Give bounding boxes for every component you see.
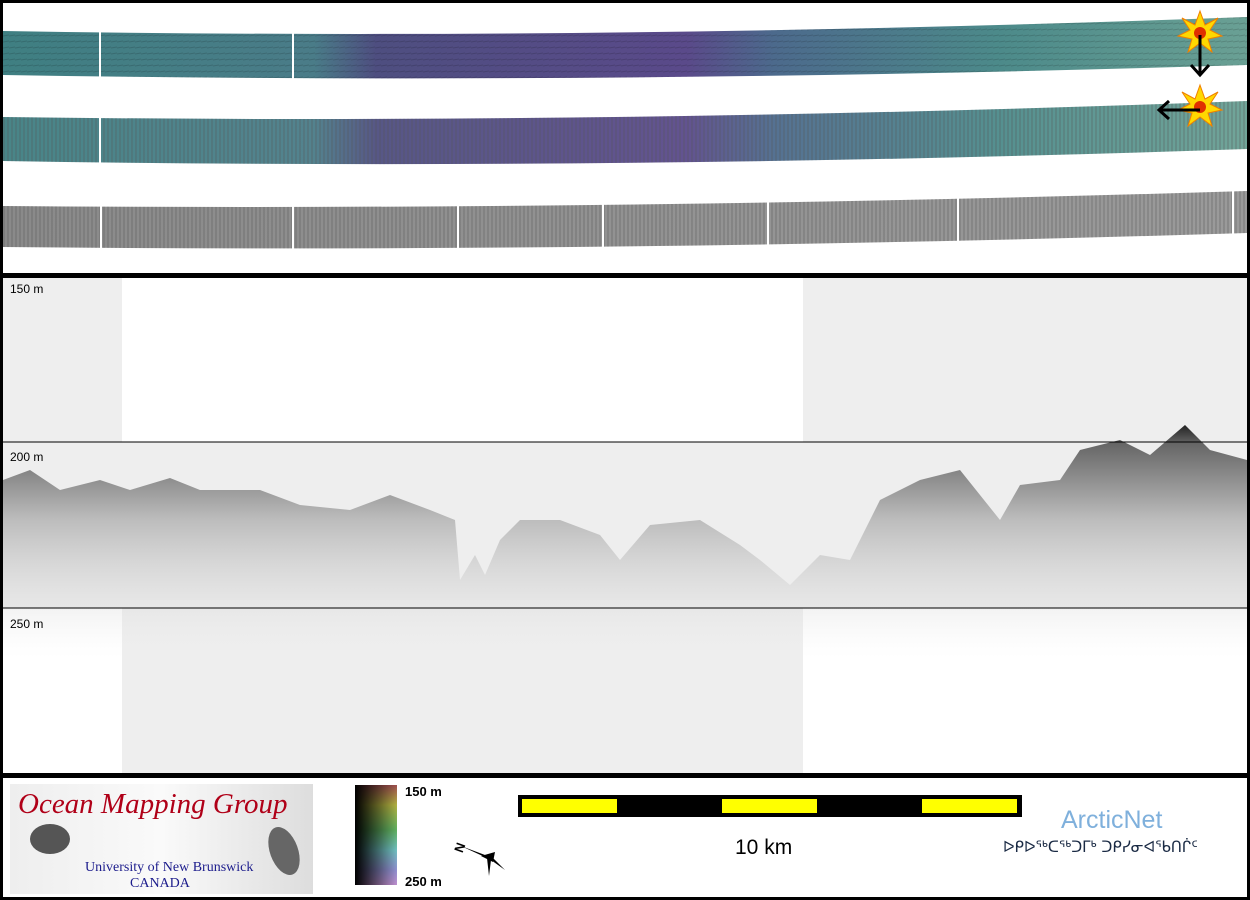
colorbar-bottom-label: 250 m <box>405 874 442 889</box>
arrow-down-icon <box>1189 35 1211 78</box>
scale-bar-segment <box>922 799 1017 813</box>
swath-panel <box>3 3 1247 273</box>
scale-bar-segment <box>522 799 617 813</box>
scallop-image <box>262 822 306 880</box>
legend-panel: Ocean Mapping Group University of New Br… <box>3 778 1247 897</box>
scale-bar <box>518 795 1022 817</box>
depth-colorbar <box>355 785 397 885</box>
depth-profile-panel: 150 m 200 m 250 m <box>3 278 1247 773</box>
depth-label-250: 250 m <box>10 617 44 631</box>
scallop-image <box>30 824 70 854</box>
colorbar-top-label: 150 m <box>405 784 442 799</box>
omg-university: University of New Brunswick <box>85 860 254 875</box>
arcticnet-syllabics: ᐅᑭᐅᖅᑕᖅᑐᒥᒃ ᑐᑭᓯᓂᐊᖃᑎᒌᑦ <box>1003 838 1198 856</box>
omg-country: CANADA <box>130 876 190 891</box>
omg-title: Ocean Mapping Group <box>18 788 288 820</box>
omg-logo: Ocean Mapping Group University of New Br… <box>10 784 313 894</box>
scale-bar-segment <box>722 799 817 813</box>
north-arrow-icon <box>461 846 505 876</box>
swath-strips <box>3 9 1247 253</box>
arrow-left-icon <box>1156 99 1200 121</box>
profile-graphic <box>3 278 1247 773</box>
scale-label: 10 km <box>735 836 793 859</box>
depth-label-200: 200 m <box>10 450 44 464</box>
seabed-profile <box>3 425 1247 658</box>
arcticnet-name: ArcticNet <box>1061 806 1163 834</box>
depth-label-150: 150 m <box>10 282 44 296</box>
